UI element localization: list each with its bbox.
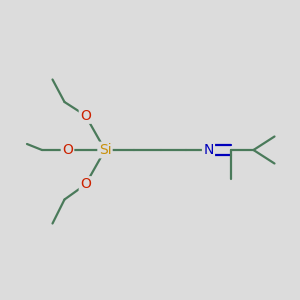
Text: Si: Si [99,143,111,157]
Text: O: O [80,178,91,191]
Text: N: N [203,143,214,157]
Text: O: O [80,109,91,122]
Text: O: O [62,143,73,157]
